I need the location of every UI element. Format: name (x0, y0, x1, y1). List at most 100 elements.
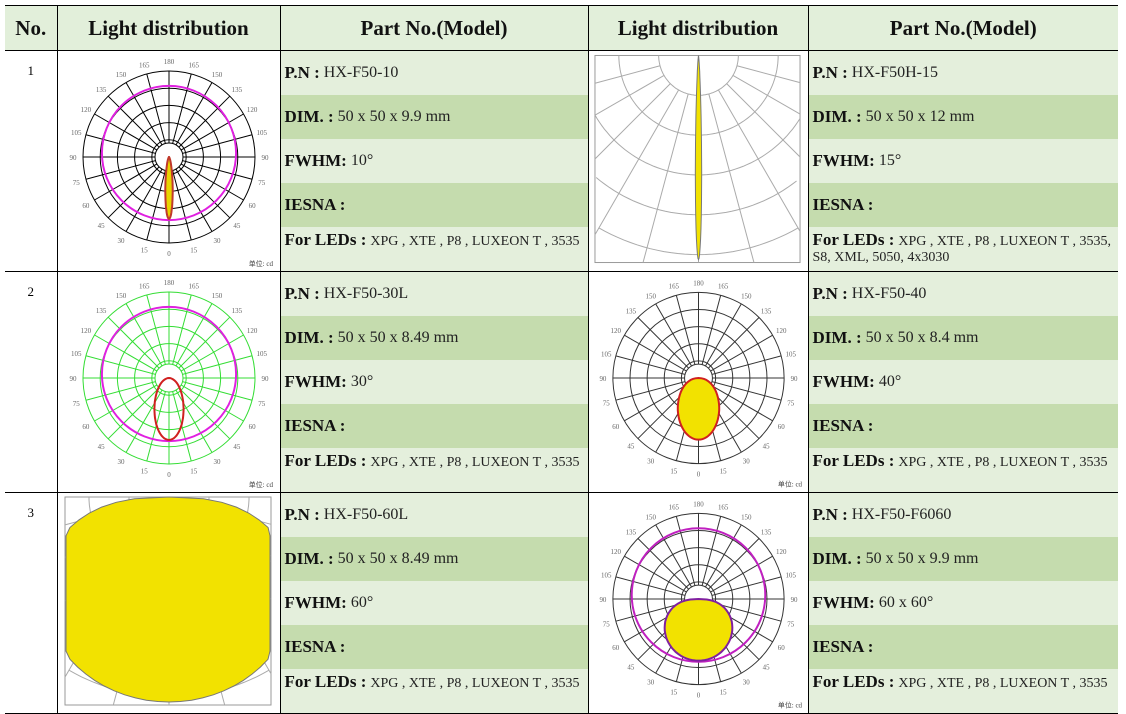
angle-label: 0 (696, 692, 700, 700)
distribution-curve (65, 496, 270, 703)
column-header: Light distribution (56, 5, 280, 51)
angle-label: 75 (787, 400, 794, 408)
angle-label: 90 (69, 375, 77, 383)
angle-label: 150 (115, 71, 126, 79)
leds-line: For LEDs : XPG , XTE , P8 , LUXEON T , 35… (280, 448, 588, 492)
light-distribution-diagram: 180 1651651501501351351201201051059090757… (69, 58, 273, 268)
angle-label: 135 (95, 86, 106, 94)
angle-label: 135 (231, 307, 242, 315)
angle-label: 45 (762, 664, 769, 672)
angle-label: 60 (612, 644, 619, 652)
pn-value: HX-F50-60L (323, 506, 409, 523)
dim-value: 50 x 50 x 8.4 mm (865, 329, 979, 346)
fwhm-line: FWHM: 40° (808, 360, 1118, 404)
part-number-cell: P.N : HX-F50-10 DIM. :50 x 50 x 9.9 mm FWHM… (279, 50, 588, 272)
fwhm-line: FWHM: 30° (280, 360, 588, 404)
angle-label: 150 (115, 292, 126, 300)
distribution-curve-c90 (100, 305, 237, 443)
leds-value: XPG , XTE , P8 , LUXEON T , 3535 (370, 234, 580, 249)
dim-label: DIM. : (284, 107, 334, 126)
unit-label: 单位: cd (248, 259, 273, 268)
angle-label: 120 (246, 327, 257, 335)
fwhm-value: 10° (350, 152, 374, 169)
pn-line: P.N : HX-F50-30L (280, 272, 588, 316)
angle-label: 15 (719, 467, 726, 475)
angle-label: 60 (777, 644, 784, 652)
iesna-label: IESNA : (284, 416, 346, 435)
fwhm-line: FWHM: 60 x 60° (808, 581, 1118, 625)
angle-label: 105 (785, 350, 796, 358)
unit-label: 单位: cd (777, 480, 802, 489)
angle-label: 120 (80, 106, 91, 114)
leds-value: XPG , XTE , P8 , LUXEON T , 3535 (370, 676, 580, 691)
dim-line: DIM. :50 x 50 x 12 mm (808, 95, 1118, 139)
angle-label: 135 (231, 86, 242, 94)
iesna-line: IESNA : (280, 404, 588, 448)
leds-label: For LEDs : (284, 451, 367, 470)
distribution-curve-c0 (152, 376, 185, 441)
angle-label: 30 (213, 458, 221, 466)
angle-label: 150 (211, 71, 222, 79)
leds-line: For LEDs : XPG , XTE , P8 , LUXEON T , 35… (280, 227, 588, 271)
angle-label: 15 (190, 468, 198, 476)
row-number: 3 (5, 492, 57, 714)
light-distribution-cell: 180 165 165 150 150 135 135 120 120 105 105 90 90 75 7… (56, 50, 280, 272)
column-header: Light distribution (587, 5, 808, 51)
angle-label: 105 (785, 571, 796, 579)
angle-label: 15 (140, 247, 148, 255)
grid-spoke (717, 89, 800, 232)
angle-label: 165 (717, 504, 728, 512)
angle-label: 120 (80, 327, 91, 335)
dim-label: DIM. : (812, 549, 862, 568)
angle-label: 45 (97, 222, 105, 230)
iesna-line: IESNA : (280, 625, 588, 669)
fwhm-label: FWHM: (284, 372, 347, 391)
angle-label: 75 (72, 400, 80, 408)
leds-value: XPG , XTE , P8 , LUXEON T , 3535 (898, 455, 1108, 470)
part-number-cell: P.N : HX-F50-40 DIM. :50 x 50 x 8.4 mm FWHM… (807, 271, 1118, 493)
pn-line: P.N : HX-F50-60L (280, 493, 588, 537)
angle-label: 30 (647, 679, 654, 687)
angle-label: 0 (167, 471, 171, 479)
fwhm-label: FWHM: (284, 151, 347, 170)
fwhm-value: 60° (350, 594, 374, 611)
angle-label: 60 (248, 202, 256, 210)
angle-label: 30 (117, 237, 125, 245)
angle-label: 90 (261, 375, 269, 383)
dim-value: 50 x 50 x 9.9 mm (865, 550, 979, 567)
distribution-curve-c90 (630, 527, 766, 663)
angle-label: 165 (668, 283, 679, 291)
table-row: 3 P.N : HX-F50-60L DIM. :50 x 50 x 8.49 mm F… (5, 492, 1118, 714)
leds-label: For LEDs : (284, 230, 367, 249)
angle-label: 120 (610, 327, 621, 335)
light-distribution-cell: 180 165 165 150 150 135 135 120 120 105 105 90 90 75 7… (56, 271, 280, 493)
angle-label: 30 (117, 458, 125, 466)
angle-label: 165 (668, 504, 679, 512)
column-header: Part No.(Model) (279, 5, 588, 51)
leds-value: XPG , XTE , P8 , LUXEON T , 3535, S8, XM… (812, 234, 1111, 265)
angle-label: 0 (167, 250, 171, 258)
light-distribution-cell (56, 492, 280, 714)
angle-label: 120 (776, 548, 787, 556)
iesna-line: IESNA : (808, 183, 1118, 227)
part-number-cell: P.N : HX-F50-30L DIM. :50 x 50 x 8.49 mm FW… (279, 271, 588, 493)
pn-label: P.N : (284, 284, 320, 303)
angle-label: 30 (647, 458, 654, 466)
angle-label: 105 (256, 350, 267, 358)
pn-line: P.N : HX-F50-F6060 (808, 493, 1118, 537)
iesna-label: IESNA : (812, 416, 874, 435)
angle-label: 60 (777, 423, 784, 431)
table-row: 2 180 165 165 150 150 135 135 120 120 105 105 90 90 75… (5, 271, 1118, 493)
angle-label: 105 (256, 129, 267, 137)
fwhm-line: FWHM: 10° (280, 139, 588, 183)
dim-line: DIM. :50 x 50 x 8.4 mm (808, 316, 1118, 360)
distribution-curve-c0 (676, 377, 720, 441)
pn-value: HX-F50-10 (323, 64, 399, 81)
angle-label: 15 (190, 247, 198, 255)
angle-label: 135 (95, 307, 106, 315)
fwhm-value: 30° (350, 373, 374, 390)
light-distribution-diagram: 180 1651651501501351351201201051059090757… (69, 279, 273, 489)
angle-label: 15 (670, 467, 677, 475)
dim-line: DIM. :50 x 50 x 9.9 mm (280, 95, 588, 139)
leds-value: XPG , XTE , P8 , LUXEON T , 3535 (370, 455, 580, 470)
